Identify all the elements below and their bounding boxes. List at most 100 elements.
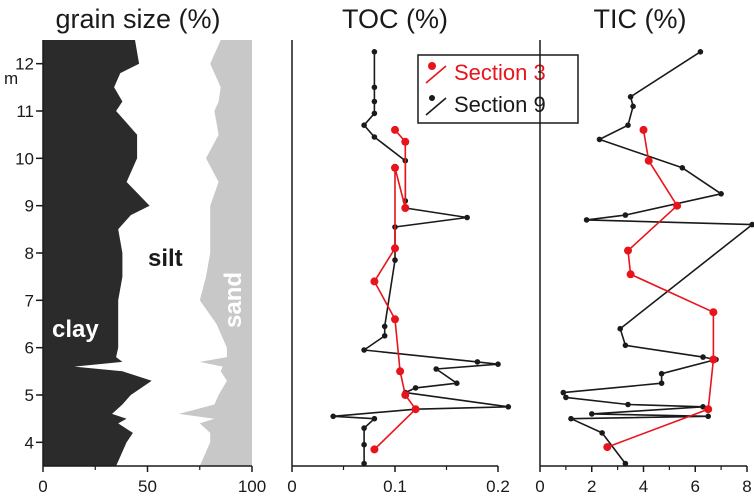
panel-grain-size: 0 50 100 4 5 6 7 8 9 10 11 12 grain size (%) m cla…	[4, 4, 266, 496]
tic-title: TIC (%)	[594, 4, 687, 34]
legend-label-section-9: Section 9	[454, 92, 546, 117]
data-point-section-3	[391, 163, 399, 172]
y-tick-label: 8	[25, 244, 34, 263]
data-point-section-3	[391, 315, 399, 324]
x-tick-label: 50	[138, 477, 157, 496]
data-point-section-9	[563, 394, 569, 401]
tic-x-ticks: 0 2 4 6 8	[535, 466, 752, 496]
data-point-section-9	[330, 413, 337, 420]
data-point-section-3	[370, 277, 379, 286]
data-point-section-9	[381, 333, 388, 339]
legend-line-section-9	[425, 97, 447, 116]
data-point-section-9	[371, 134, 378, 140]
x-tick-label: 0.2	[486, 477, 510, 496]
data-point-section-3	[624, 246, 632, 255]
grain-size-title: grain size (%)	[55, 4, 220, 34]
data-point-section-9	[625, 122, 631, 128]
data-point-section-3	[401, 391, 410, 399]
data-point-section-3	[626, 270, 635, 279]
data-point-section-9	[371, 110, 378, 117]
data-point-section-9	[658, 370, 665, 377]
x-tick-label: 0	[287, 477, 296, 496]
data-point-section-9	[627, 94, 634, 100]
legend-marker-section-3	[428, 62, 436, 70]
data-point-section-3	[391, 125, 399, 134]
data-point-section-9	[392, 257, 398, 263]
y-tick-label: 11	[16, 102, 34, 121]
data-point-section-9	[622, 212, 629, 218]
data-point-section-9	[705, 413, 711, 420]
y-tick-label: 9	[25, 197, 34, 216]
data-point-section-9	[454, 380, 460, 387]
data-point-section-3	[603, 443, 612, 452]
data-point-section-9	[361, 441, 367, 448]
data-point-section-3	[709, 355, 718, 364]
data-point-section-9	[658, 380, 665, 387]
data-point-section-9	[589, 411, 595, 417]
data-point-section-3	[704, 405, 713, 414]
tic-series	[560, 49, 754, 467]
data-point-section-9	[505, 404, 512, 410]
y-tick-label: 12	[15, 55, 34, 74]
x-tick-label: 8	[742, 477, 751, 496]
data-point-section-3	[370, 445, 379, 454]
legend-label-section-3: Section 3	[454, 60, 546, 85]
data-point-section-9	[371, 49, 378, 55]
data-point-section-9	[495, 361, 501, 368]
toc-title: TOC (%)	[342, 4, 448, 34]
series-line-section-3	[373, 129, 417, 450]
data-point-section-3	[709, 308, 718, 317]
x-tick-label: 4	[639, 477, 648, 496]
data-point-section-9	[630, 103, 636, 110]
data-point-section-9	[697, 49, 704, 55]
toc-series	[330, 49, 512, 467]
data-point-section-3	[401, 204, 410, 212]
data-point-section-9	[371, 415, 378, 422]
y-tick-label: 5	[25, 386, 34, 405]
data-point-section-9	[568, 415, 574, 422]
data-point-section-9	[679, 165, 686, 171]
data-point-section-9	[381, 323, 388, 330]
data-point-section-9	[474, 359, 481, 365]
data-point-section-9	[596, 136, 603, 143]
x-tick-label: 0	[38, 477, 47, 496]
data-point-section-9	[433, 366, 440, 372]
data-point-section-3	[391, 244, 399, 253]
legend-marker-section-9	[429, 95, 435, 101]
data-point-section-9	[361, 425, 367, 431]
data-point-section-9	[361, 122, 367, 128]
x-tick-label: 0	[535, 477, 544, 496]
data-point-section-9	[583, 217, 590, 223]
depth-unit-label: m	[4, 69, 18, 88]
data-point-section-9	[700, 354, 706, 360]
toc-x-ticks: 0 0.1 0.2	[287, 466, 510, 496]
x-tick-label: 6	[691, 477, 700, 496]
data-point-section-9	[560, 389, 567, 396]
y-tick-label: 4	[25, 433, 34, 452]
data-point-section-9	[371, 98, 378, 105]
data-point-section-9	[622, 460, 629, 467]
data-point-section-9	[617, 325, 623, 332]
data-point-section-3	[411, 405, 420, 414]
grain-y-ticks: 4 5 6 7 8 9 10 11 12	[15, 55, 43, 452]
data-point-section-9	[464, 214, 470, 221]
legend: Section 3 Section 9	[417, 54, 579, 124]
silt-label: silt	[148, 245, 183, 272]
data-point-section-9	[412, 385, 419, 391]
clay-label: clay	[52, 316, 99, 343]
data-point-section-9	[749, 221, 754, 228]
y-tick-label: 6	[25, 339, 34, 358]
data-point-section-3	[401, 137, 410, 146]
x-tick-label: 0.1	[383, 477, 407, 496]
clay-area	[43, 40, 152, 466]
legend-line-section-3	[425, 65, 447, 84]
panel-toc: 0 0.1 0.2 TOC (%) Section 3 Section 9	[287, 4, 579, 496]
series-line-section-9	[332, 51, 510, 464]
data-point-section-9	[361, 347, 367, 353]
sand-label: sand	[220, 272, 247, 328]
data-point-section-9	[625, 401, 631, 408]
x-tick-label: 100	[238, 477, 266, 496]
data-point-section-9	[371, 84, 378, 91]
y-tick-label: 10	[15, 149, 34, 168]
